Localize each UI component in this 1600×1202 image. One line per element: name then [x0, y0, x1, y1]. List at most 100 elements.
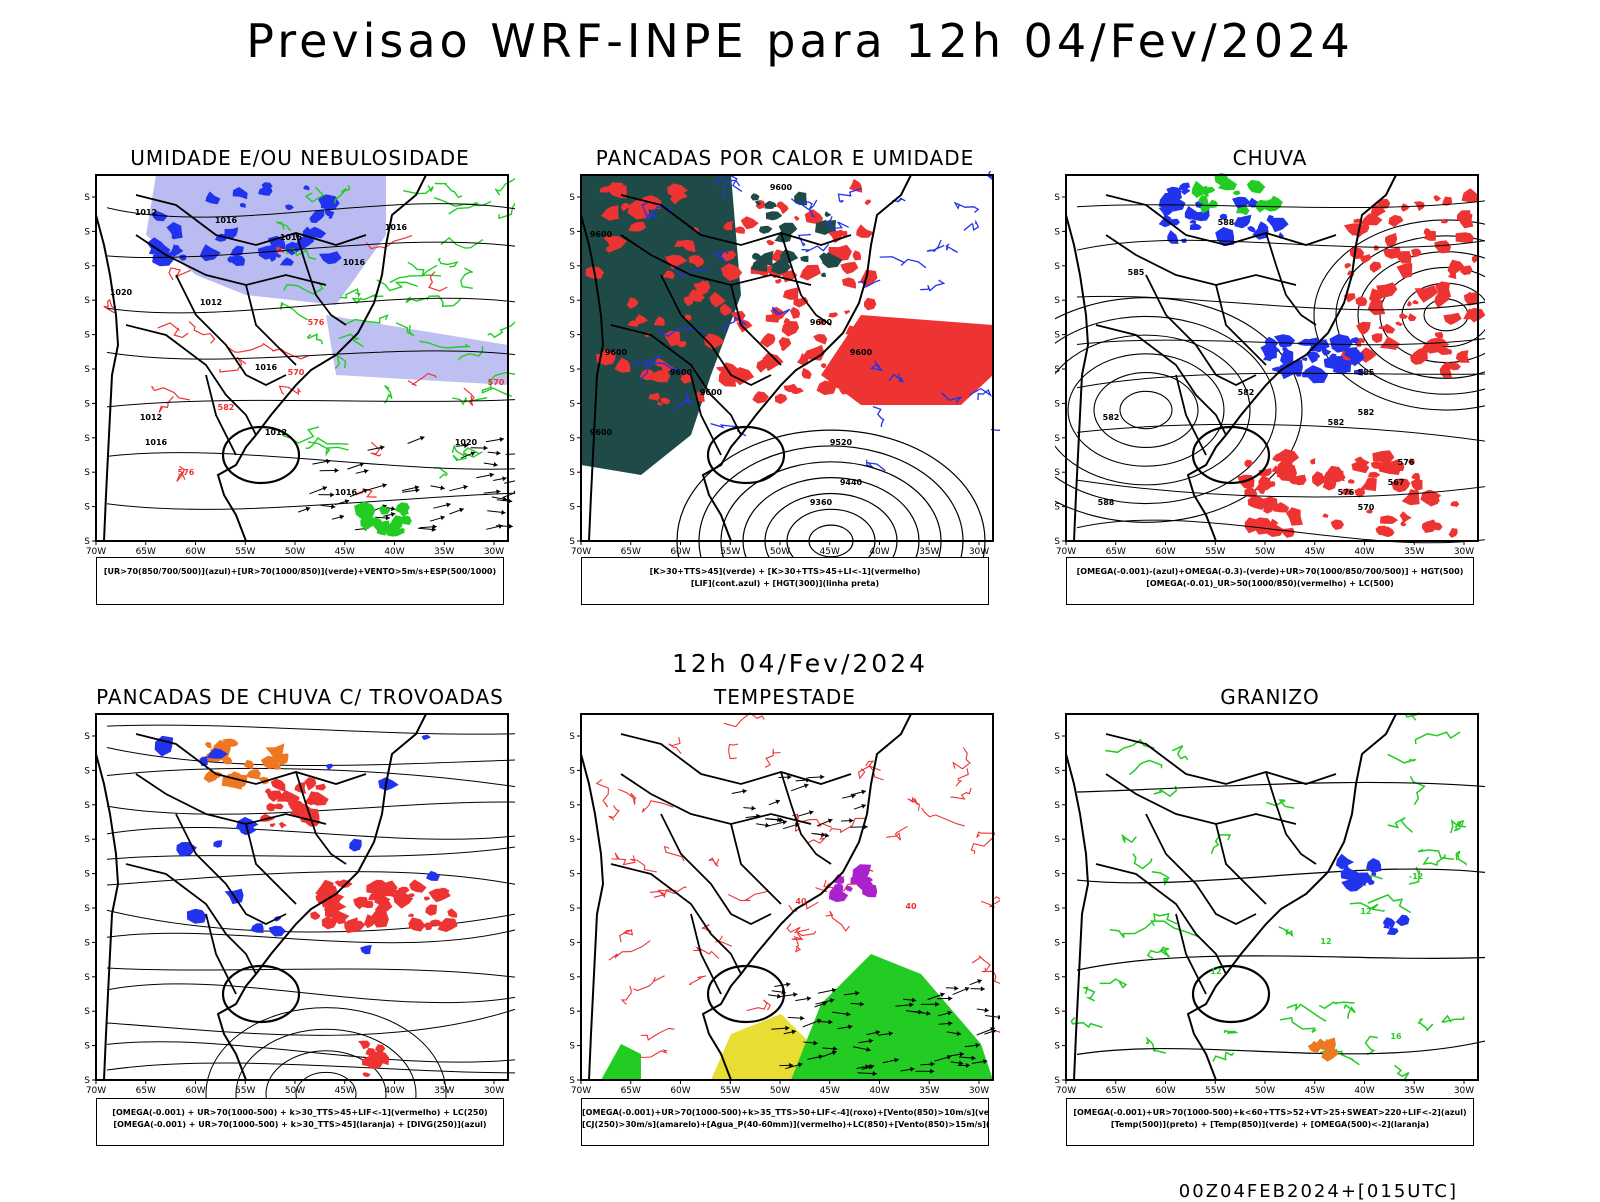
contour-label: 12	[1360, 907, 1371, 916]
legend-granizo: [OMEGA(-0.001)+UR>70(1000-500)+k<60+TTS>…	[1066, 1098, 1474, 1146]
lat-label: 12S	[85, 732, 90, 742]
lon-label: 70W	[571, 547, 591, 557]
lat-label: 24S	[1055, 870, 1060, 880]
lon-label: 45W	[335, 1086, 355, 1096]
run-stamp: 00Z04FEB2024+[015UTC]	[1179, 1181, 1458, 1202]
lat-label: 42S	[570, 537, 575, 547]
wind-vector	[509, 524, 513, 529]
lon-label: 40W	[1354, 1086, 1374, 1096]
contour-label: 582	[1103, 413, 1120, 422]
lat-label: 30S	[570, 938, 575, 948]
lat-label: 24S	[85, 870, 90, 880]
contour-label: 9600	[810, 318, 833, 327]
panel-title: CHUVA	[1055, 146, 1485, 170]
lat-label: 18S	[570, 801, 575, 811]
map-frame: 58558258858858258257657056758257658512S1…	[1055, 173, 1485, 557]
lat-label: 12S	[1055, 732, 1060, 742]
lat-label: 15S	[1055, 227, 1060, 237]
lon-label: 50W	[285, 547, 305, 557]
map-chuva: 58558258858858258257657056758257658512S1…	[1055, 171, 1485, 571]
contour-label: 12	[1320, 937, 1331, 946]
contour-label: 9600	[605, 348, 628, 357]
map-pancadas-calor: 9600960096009600960096009600960095209440…	[570, 171, 1000, 571]
lon-label: 45W	[820, 547, 840, 557]
contour-label: 588	[1098, 498, 1115, 507]
contour-label: 582	[1358, 408, 1375, 417]
panel-title: PANCADAS DE CHUVA C/ TROVOADAS	[85, 685, 515, 709]
map-frame: 404012S15S18S21S24S27S30S33S36S39S42S70W…	[570, 713, 1000, 1096]
lat-label: 21S	[85, 835, 90, 845]
panel-title: TEMPESTADE	[570, 685, 1000, 709]
contour-label: 40	[795, 897, 807, 906]
contour-label: 570	[1358, 503, 1375, 512]
lat-label: 33S	[1055, 434, 1060, 444]
map-trovoadas: 12S15S18S21S24S27S30S33S36S39S42S70W65W6…	[85, 710, 515, 1110]
contour-label: 9600	[850, 348, 873, 357]
lat-label: 18S	[85, 801, 90, 811]
map-frame: 9600960096009600960096009600960095209440…	[570, 171, 1000, 571]
lon-label: 45W	[1305, 547, 1325, 557]
lon-label: 55W	[235, 547, 255, 557]
lat-label: 42S	[85, 1076, 90, 1086]
lat-label: 30S	[570, 399, 575, 409]
lon-label: 65W	[1106, 547, 1126, 557]
contour-label: 582	[1328, 418, 1345, 427]
legend-line: [CJ(250)>30m/s](amarelo)+[Agua_P(40-60mm…	[582, 1119, 988, 1131]
legend-line: [K>30+TTS>45](verde) + [K>30+TTS>45+LI<-…	[582, 566, 988, 578]
lat-label: 42S	[570, 1076, 575, 1086]
contour-label: 567	[1388, 478, 1405, 487]
contour-label: 1020	[455, 438, 478, 447]
lat-label: 24S	[570, 331, 575, 341]
lat-label: 36S	[85, 1007, 90, 1017]
lat-label: 33S	[85, 434, 90, 444]
lat-label: 36S	[1055, 1007, 1060, 1017]
lat-label: 15S	[570, 766, 575, 776]
lon-label: 55W	[1205, 1086, 1225, 1096]
lon-label: 45W	[335, 547, 355, 557]
lat-label: 30S	[85, 938, 90, 948]
contour-label: 582	[1238, 388, 1255, 397]
legend-line: [UR>70(850/700/500)](azul)+[UR>70(1000/8…	[97, 566, 503, 578]
lat-label: 36S	[1055, 468, 1060, 478]
contour-label: 9520	[830, 438, 853, 447]
lat-label: 30S	[1055, 938, 1060, 948]
lon-label: 35W	[434, 1086, 454, 1096]
lat-label: 15S	[570, 227, 575, 237]
lon-label: 45W	[820, 1086, 840, 1096]
legend-tempestade: [OMEGA(-0.001)+UR>70(1000-500)+k>35_TTS>…	[581, 1098, 989, 1146]
lon-label: 55W	[720, 1086, 740, 1096]
legend-chuva: [OMEGA(-0.001)-(azul)+OMEGA(-0.3)-(verde…	[1066, 557, 1474, 605]
lat-label: 18S	[1055, 801, 1060, 811]
contour-label: 1012	[200, 298, 222, 307]
contour-label: 9360	[810, 498, 833, 507]
contour-label: 9600	[700, 388, 723, 397]
lon-label: 30W	[484, 1086, 504, 1096]
panel-title: GRANIZO	[1055, 685, 1485, 709]
lon-label: 60W	[670, 547, 690, 557]
lon-label: 40W	[1354, 547, 1374, 557]
lat-label: 27S	[570, 904, 575, 914]
legend-pancadas-calor: [K>30+TTS>45](verde) + [K>30+TTS>45+LI<-…	[581, 557, 989, 605]
main-title: Previsao WRF-INPE para 12h 04/Fev/2024	[0, 14, 1600, 68]
lon-label: 60W	[1155, 547, 1175, 557]
lat-label: 42S	[1055, 537, 1060, 547]
legend-line: [Temp(500)](preto) + [Temp(850)](verde) …	[1067, 1119, 1473, 1131]
legend-line: [OMEGA(-0.001)-(azul)+OMEGA(-0.3)-(verde…	[1067, 566, 1473, 578]
lat-label: 15S	[85, 227, 90, 237]
contour-label: 9440	[840, 478, 863, 487]
lon-label: 40W	[869, 547, 889, 557]
contour-label: 585	[1358, 368, 1375, 377]
lat-label: 33S	[85, 973, 90, 983]
legend-line: [OMEGA(-0.001)+UR>70(1000-500)+k>35_TTS>…	[582, 1107, 988, 1119]
lon-label: 65W	[136, 1086, 156, 1096]
lon-label: 30W	[484, 547, 504, 557]
lon-label: 35W	[434, 547, 454, 557]
map-frame: 1012101610161016101610121016101210161012…	[85, 174, 515, 558]
contour-label: 576	[1338, 488, 1355, 497]
lat-label: 42S	[85, 537, 90, 547]
wind-vector	[513, 489, 515, 495]
contour-label: 582	[218, 403, 235, 412]
contour-label: 570	[288, 368, 305, 377]
lat-label: 27S	[85, 365, 90, 375]
lat-label: 42S	[1055, 1076, 1060, 1086]
